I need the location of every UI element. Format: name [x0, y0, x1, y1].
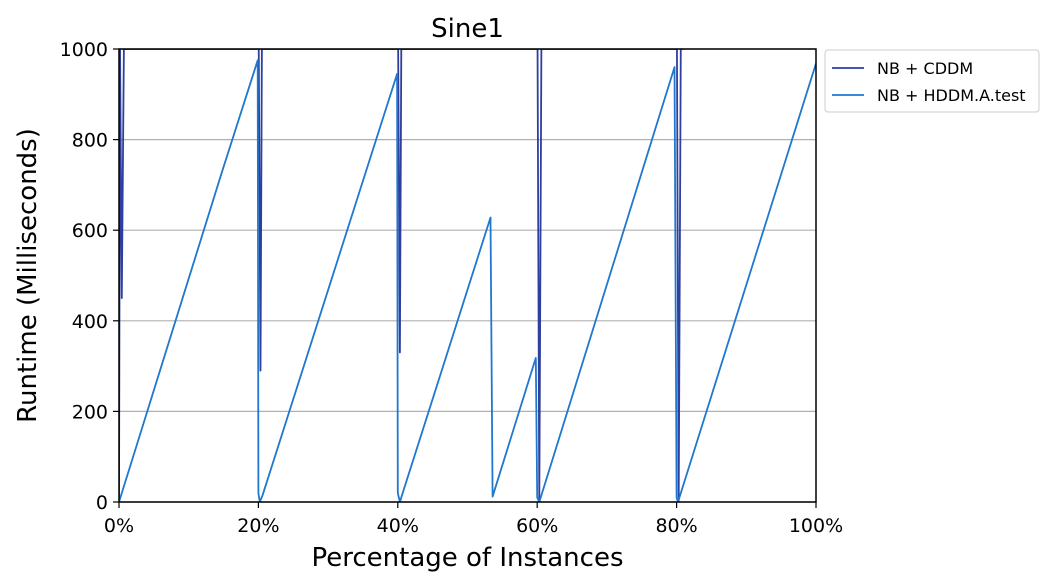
y-axis-ticks: 0 200 400 600 800 1000: [60, 39, 119, 514]
x-tick-label: 20%: [237, 515, 279, 537]
plot-frame: [118, 48, 817, 503]
legend: NB + CDDM NB + HDDM.A.test: [824, 49, 1040, 113]
chart-title: Sine1: [431, 14, 504, 44]
y-tick-label: 200: [72, 401, 108, 423]
series-line-1: [119, 49, 683, 502]
x-tick-label: 100%: [789, 515, 843, 537]
legend-box: [824, 49, 1040, 113]
x-axis-ticks: 0% 20% 40% 60% 80% 100%: [104, 502, 843, 537]
y-axis-title: Runtime (Milliseconds): [13, 128, 43, 423]
y-tick-label: 800: [72, 130, 108, 152]
x-axis-title: Percentage of Instances: [312, 543, 624, 573]
grid-lines: [119, 48, 816, 503]
legend-label: NB + CDDM: [877, 59, 973, 78]
legend-label: NB + HDDM.A.test: [877, 86, 1026, 105]
x-tick-label: 80%: [655, 515, 697, 537]
series-lines: [119, 49, 816, 502]
y-tick-label: 1000: [60, 39, 108, 61]
y-tick-label: 600: [72, 220, 108, 242]
x-tick-label: 0%: [104, 515, 134, 537]
y-tick-label: 0: [96, 492, 108, 514]
y-tick-label: 400: [72, 311, 108, 333]
x-tick-label: 40%: [377, 515, 419, 537]
x-tick-label: 60%: [516, 515, 558, 537]
series-line-2: [119, 59, 816, 502]
